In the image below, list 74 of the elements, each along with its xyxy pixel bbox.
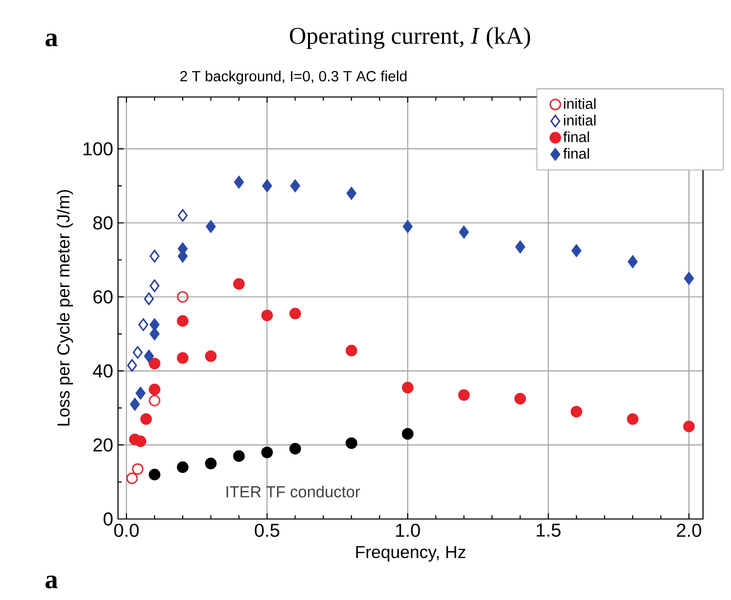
point bbox=[144, 292, 154, 306]
point bbox=[289, 442, 301, 454]
point bbox=[626, 413, 638, 425]
point bbox=[144, 350, 154, 362]
point bbox=[148, 384, 160, 396]
legend-label: final bbox=[563, 148, 589, 159]
annotation: ITER TF conductor bbox=[226, 486, 360, 498]
point bbox=[402, 220, 413, 233]
point bbox=[683, 420, 695, 432]
x-tick-label: 1.0 bbox=[396, 524, 420, 537]
point bbox=[346, 186, 356, 200]
point bbox=[262, 180, 272, 192]
point bbox=[176, 291, 188, 303]
text: a bbox=[46, 34, 58, 46]
point bbox=[176, 352, 188, 364]
x-tick-label: 1.5 bbox=[536, 524, 561, 537]
point bbox=[290, 180, 300, 192]
x-tick-label: 0.5 bbox=[254, 524, 280, 537]
y-tick-label: 20 bbox=[93, 438, 113, 452]
y-axis-title: Loss per Cycle per meter (J/m) bbox=[56, 190, 73, 426]
point bbox=[628, 255, 638, 268]
point bbox=[140, 413, 152, 425]
point bbox=[150, 250, 160, 263]
point bbox=[261, 446, 273, 458]
point bbox=[136, 386, 146, 400]
point bbox=[233, 450, 245, 462]
point bbox=[150, 328, 160, 340]
y-tick-label: 100 bbox=[84, 142, 113, 156]
point bbox=[138, 318, 148, 331]
point bbox=[205, 458, 217, 470]
point bbox=[346, 437, 358, 449]
point bbox=[132, 463, 144, 475]
point bbox=[132, 346, 143, 359]
y-tick-label: 60 bbox=[93, 290, 113, 304]
point bbox=[134, 435, 146, 448]
text: a bbox=[46, 576, 58, 588]
point bbox=[148, 358, 160, 370]
point bbox=[458, 389, 470, 401]
point bbox=[514, 392, 526, 404]
point bbox=[150, 318, 160, 331]
point bbox=[206, 220, 216, 233]
y-tick-label: 80 bbox=[93, 216, 113, 230]
point bbox=[570, 406, 582, 418]
x-tick-label: 2.0 bbox=[676, 524, 702, 537]
text: Operating current, I (kA) bbox=[290, 27, 530, 49]
point bbox=[130, 398, 140, 411]
point bbox=[402, 428, 414, 440]
legend-label: initial bbox=[564, 98, 596, 109]
point bbox=[346, 344, 358, 356]
point bbox=[515, 240, 526, 254]
point bbox=[148, 468, 160, 480]
point bbox=[205, 350, 217, 362]
legend-label: initial bbox=[564, 114, 596, 126]
point bbox=[402, 382, 414, 394]
x-tick-label: 0.0 bbox=[114, 524, 139, 537]
point bbox=[261, 310, 273, 322]
y-tick-label: 0 bbox=[104, 512, 113, 526]
point bbox=[176, 315, 188, 327]
point bbox=[289, 308, 301, 320]
point bbox=[234, 176, 244, 188]
point bbox=[127, 359, 137, 372]
point bbox=[150, 279, 160, 292]
chart-title: 2 T background, I=0, 0.3 T AC field bbox=[180, 70, 406, 84]
x-axis-title: Frequency, Hz bbox=[356, 546, 466, 562]
point bbox=[148, 394, 160, 406]
y-tick-label: 40 bbox=[92, 364, 113, 378]
legend-label: final bbox=[563, 131, 589, 142]
point bbox=[572, 244, 582, 257]
point bbox=[684, 272, 694, 285]
point bbox=[176, 461, 188, 473]
point bbox=[233, 278, 245, 290]
point bbox=[126, 472, 138, 484]
point bbox=[459, 226, 469, 238]
point bbox=[178, 209, 188, 222]
